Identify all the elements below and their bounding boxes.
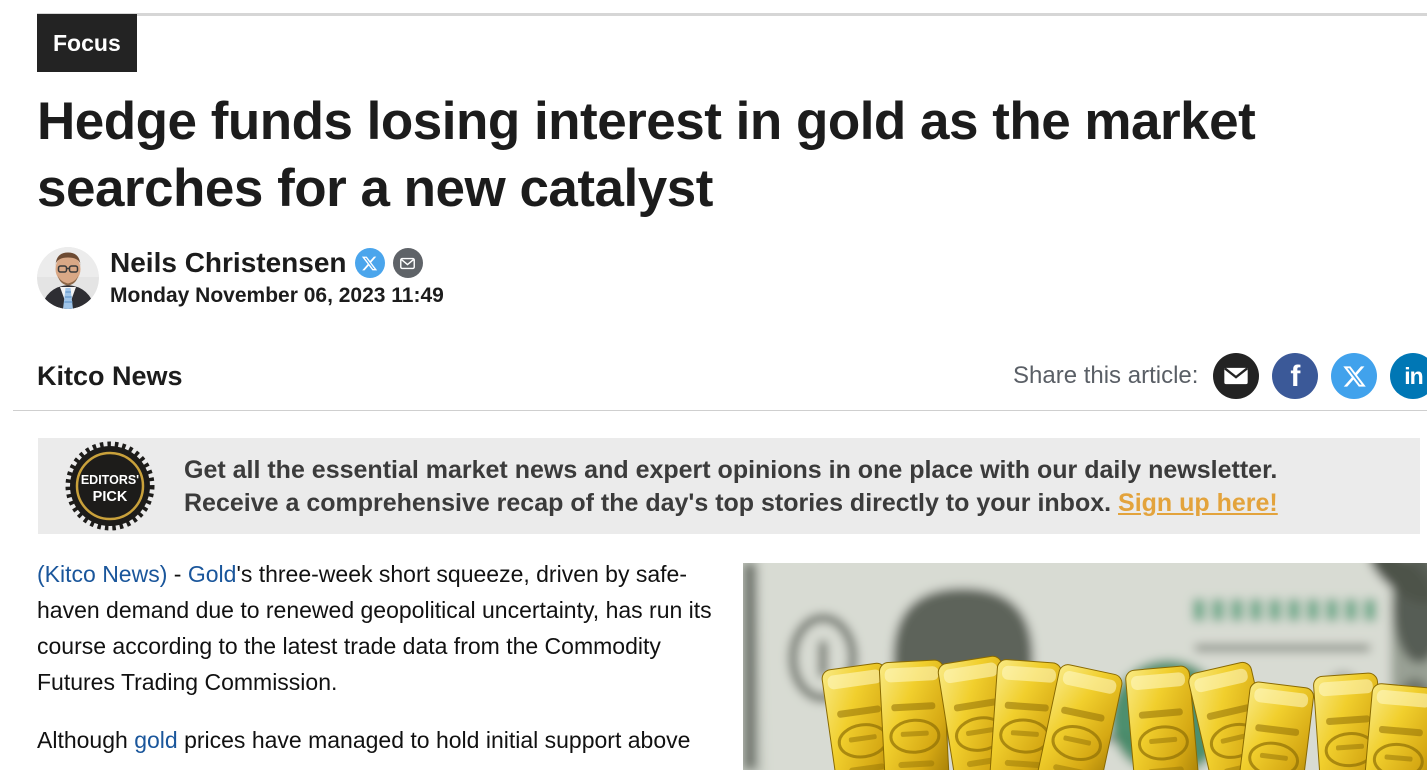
paren-open: ( xyxy=(37,561,45,587)
author-name: Neils Christensen xyxy=(110,247,347,278)
article-paragraph-2: Although gold prices have managed to hol… xyxy=(37,722,729,758)
newsletter-banner: EDITORS' PICK Get all the essential mark… xyxy=(38,438,1420,534)
paragraph-text: prices have managed to hold initial supp… xyxy=(177,727,691,753)
paragraph-text: 's three-week short squeeze, driven by s… xyxy=(37,561,712,695)
badge-text-bottom: PICK xyxy=(93,489,128,505)
share-facebook-button[interactable]: f xyxy=(1272,353,1319,399)
share-email-button[interactable] xyxy=(1213,353,1260,399)
email-icon xyxy=(1224,367,1249,385)
article-paragraph-1: (Kitco News) - Gold's three-week short s… xyxy=(37,556,729,700)
newsletter-text: Get all the essential market news and ex… xyxy=(184,454,1278,520)
gold-bars-photo xyxy=(743,563,1427,770)
category-tag-focus[interactable]: Focus xyxy=(37,14,137,72)
gold-link[interactable]: Gold xyxy=(187,561,237,587)
newsletter-line-2: Receive a comprehensive recap of the day… xyxy=(184,489,1278,517)
editors-pick-badge: EDITORS' PICK xyxy=(65,441,155,531)
share-x-twitter-button[interactable] xyxy=(1331,353,1378,399)
author-avatar xyxy=(37,247,99,309)
newsletter-line-1: Get all the essential market news and ex… xyxy=(184,456,1278,484)
email-icon xyxy=(400,257,415,269)
source-label: Kitco News xyxy=(37,361,183,391)
divider xyxy=(13,410,1427,411)
x-twitter-icon xyxy=(361,256,378,270)
article-date: Monday November 06, 2023 11:49 xyxy=(110,284,444,307)
share-linkedin-button[interactable]: in xyxy=(1390,353,1427,399)
badge-text-top: EDITORS' xyxy=(81,473,139,487)
gold-link-2[interactable]: gold xyxy=(134,727,178,753)
facebook-icon: f xyxy=(1290,360,1301,393)
divider xyxy=(37,13,1427,16)
separator-text: - xyxy=(167,561,188,587)
author-email-button[interactable] xyxy=(392,248,423,278)
share-bar: Share this article: f in xyxy=(1013,353,1427,399)
byline-info: Neils Christensen Monday November 06, 20… xyxy=(110,247,444,309)
byline: Neils Christensen Monday November 06, 20… xyxy=(37,247,444,309)
x-twitter-icon xyxy=(1343,365,1366,387)
kitco-news-link[interactable]: Kitco News xyxy=(44,561,160,587)
page-headline: Hedge funds losing interest in gold as t… xyxy=(37,92,1256,218)
paragraph-text: Although xyxy=(37,727,135,753)
paren-close: ) xyxy=(159,561,168,587)
share-label: Share this article: xyxy=(1013,362,1199,389)
author-x-twitter-button[interactable] xyxy=(354,248,385,278)
signup-link[interactable]: Sign up here! xyxy=(1118,489,1278,517)
linkedin-icon: in xyxy=(1404,362,1423,389)
